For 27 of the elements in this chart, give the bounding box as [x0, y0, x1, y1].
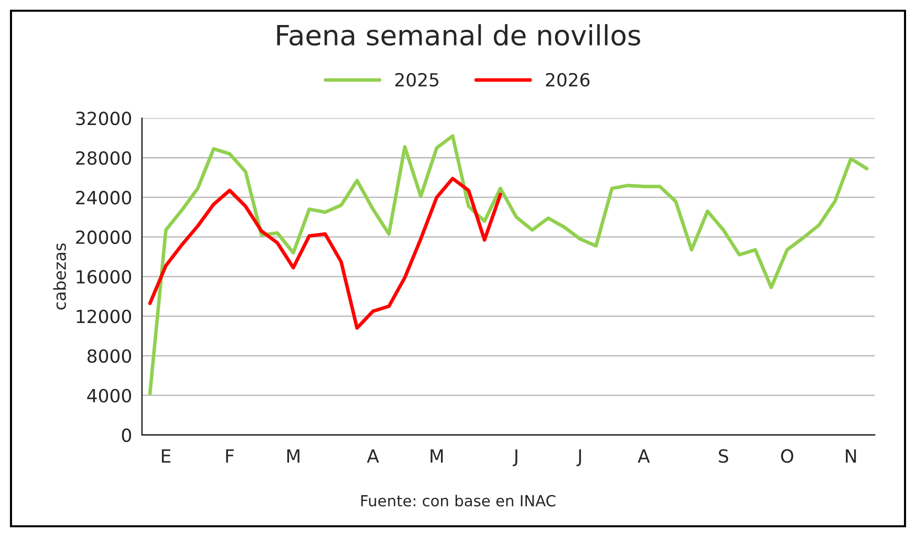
- y-tick-label: 4000: [87, 388, 132, 402]
- x-tick-label: S: [718, 449, 728, 463]
- line-series: [148, 176, 502, 330]
- y-tick-label: 20000: [76, 230, 132, 244]
- y-tick-label: 16000: [76, 270, 132, 284]
- x-tick-label: J: [576, 449, 581, 466]
- y-tick-label: 32000: [76, 112, 132, 126]
- y-tick-label: 24000: [76, 190, 132, 204]
- legend-label: 2026: [546, 72, 590, 87]
- x-tick-label: M: [430, 449, 443, 463]
- line-series: [148, 134, 869, 396]
- legend-label: 2025: [395, 72, 438, 87]
- y-axis-title: cabezas: [53, 243, 66, 310]
- y-tick-label: 28000: [76, 151, 132, 165]
- x-tick-label: M: [287, 449, 300, 463]
- source-note: Fuente: con base en INAC: [361, 494, 556, 507]
- x-tick-label: N: [846, 449, 856, 463]
- x-tick-label: F: [226, 449, 234, 463]
- y-tick-label: 0: [122, 428, 132, 442]
- x-tick-label: A: [638, 449, 650, 463]
- x-tick-label: O: [781, 449, 794, 463]
- x-tick-label: A: [366, 449, 379, 463]
- x-tick-label: E: [162, 449, 170, 463]
- y-tick-label: 8000: [88, 349, 132, 363]
- y-tick-label: 12000: [76, 310, 132, 324]
- chart-title: Faena semanal de novillos: [277, 24, 640, 46]
- x-tick-label: J: [512, 449, 518, 466]
